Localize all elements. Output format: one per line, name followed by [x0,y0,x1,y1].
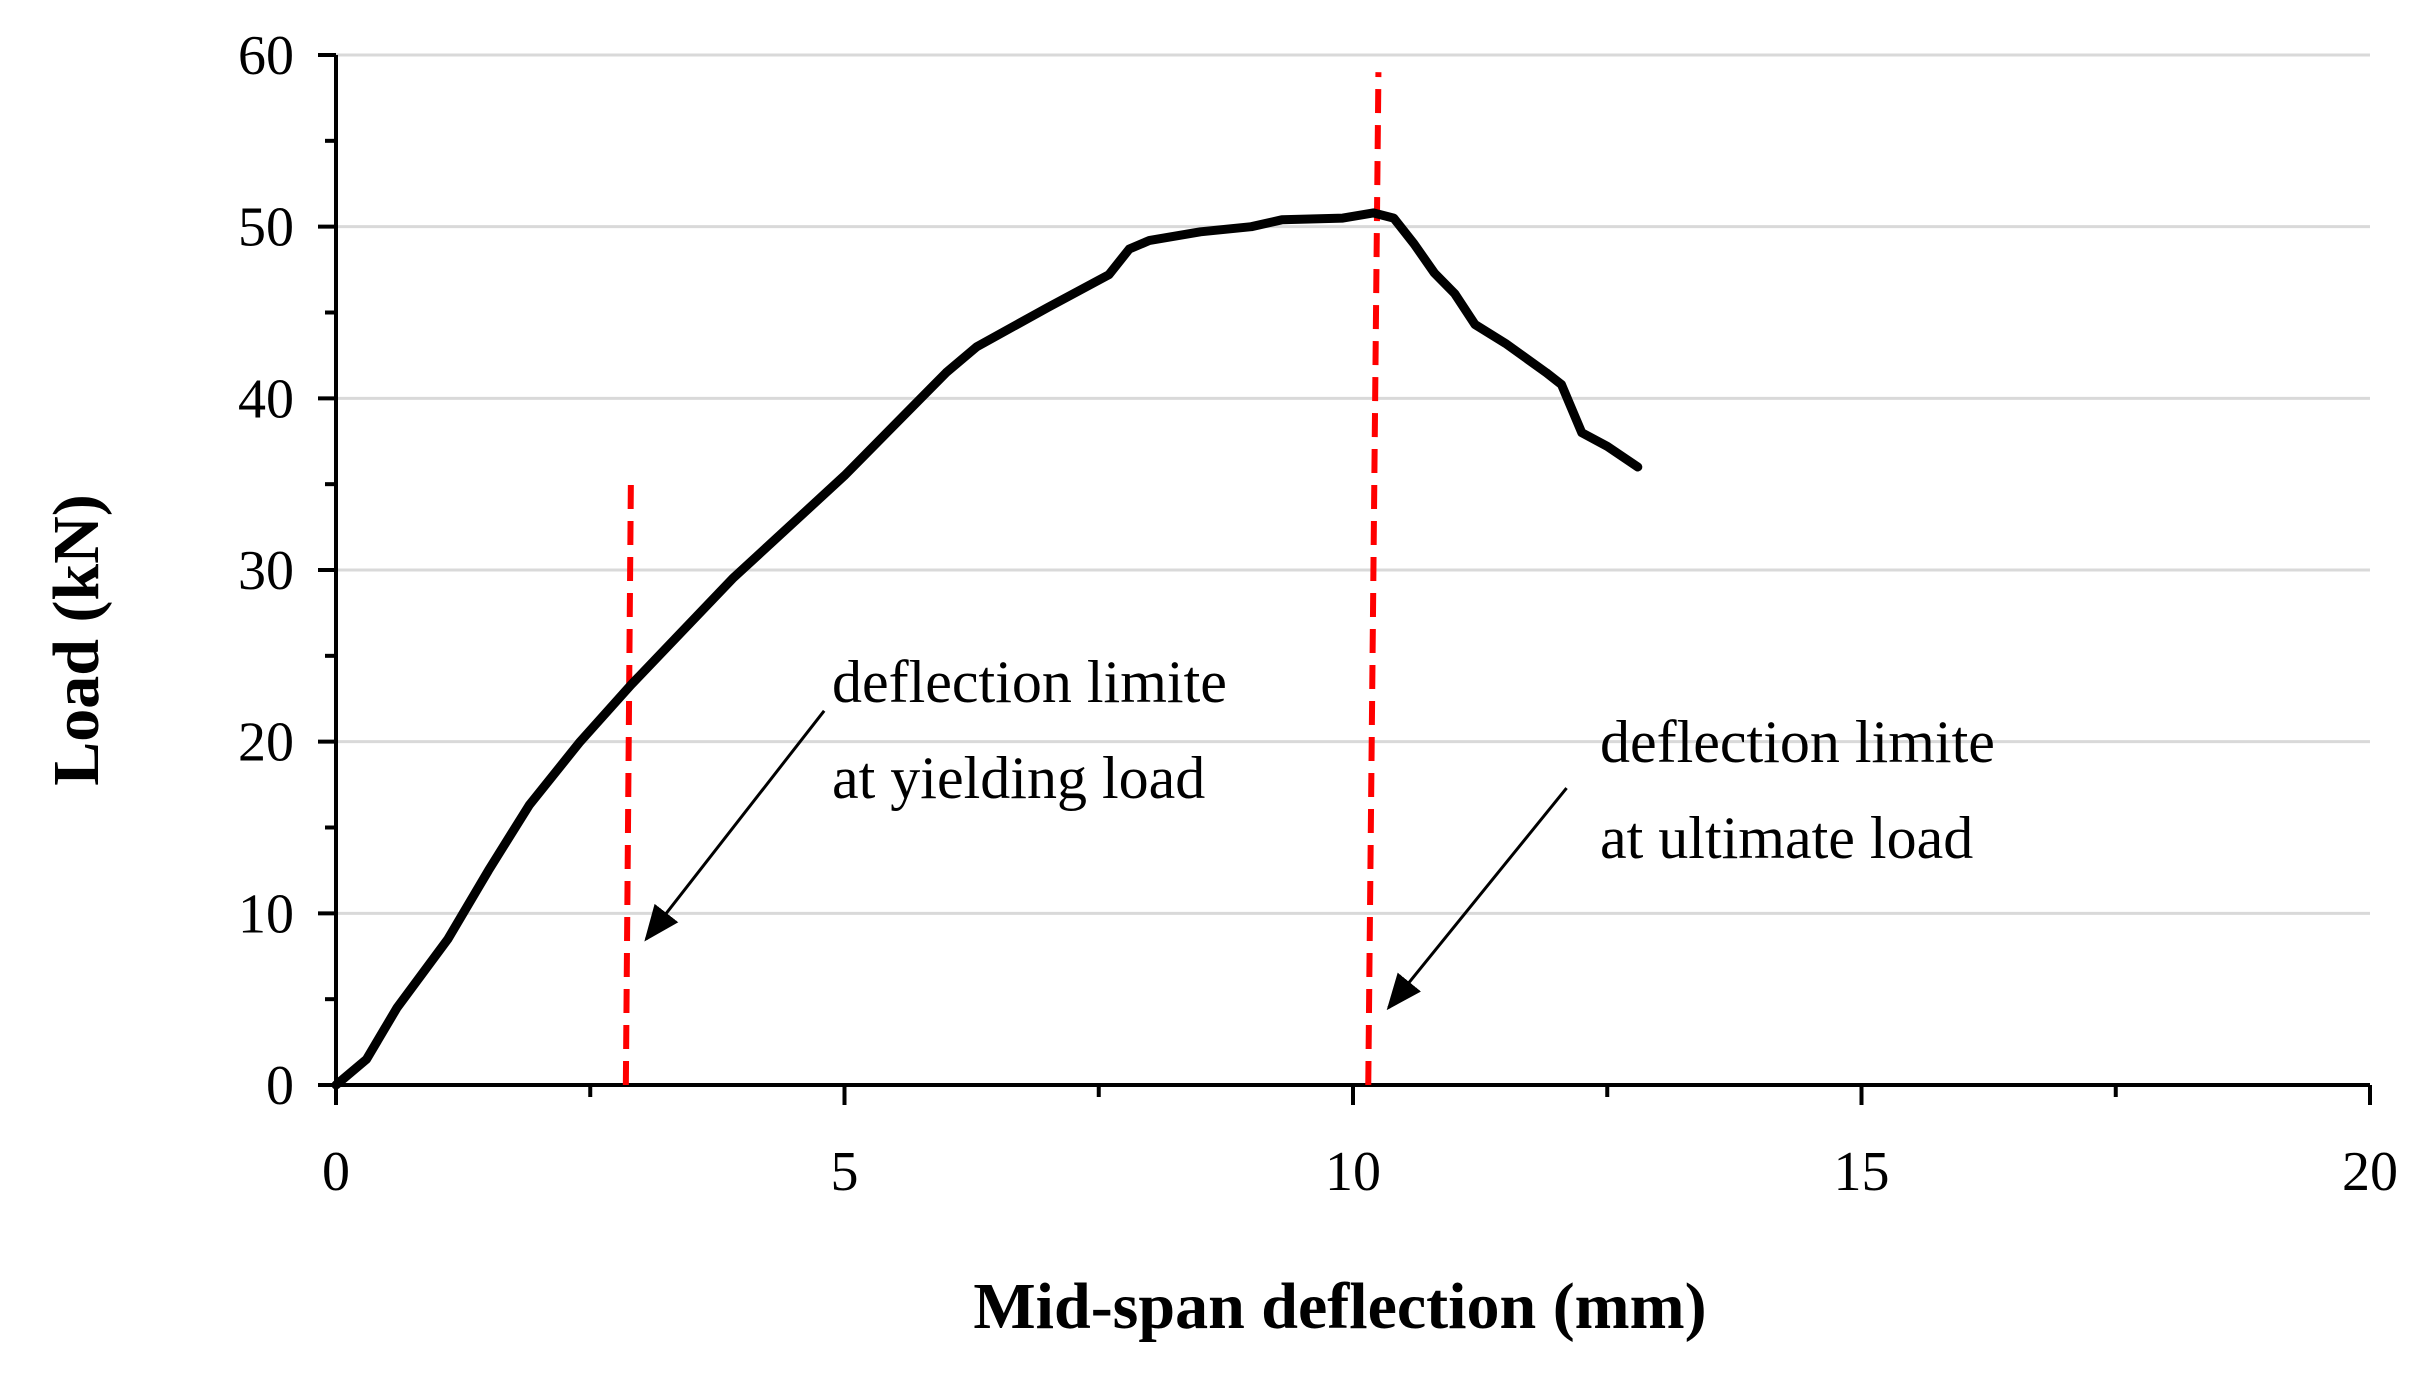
y-tick-label-40: 40 [238,368,294,430]
x-tick-label-5: 5 [831,1141,859,1203]
yield-annotation-text-1: at yielding load [832,745,1205,811]
ultimate-limit-line [1365,72,1382,1086]
x-tick-label-0: 0 [322,1141,350,1203]
y-tick-label-0: 0 [266,1055,294,1117]
series-group [331,208,1643,1090]
series-line-0 [331,208,1643,1090]
ultimate-annotation-text-0: deflection limite [1600,709,1995,775]
y-tick-label-60: 60 [238,25,294,87]
ultimate-annotation-arrow [1386,787,1568,1011]
tick-labels: 0 10 20 30 40 50 60 0 5 10 15 20 [238,25,2398,1203]
y-tick-label-10: 10 [238,883,294,945]
x-tick-label-20: 20 [2342,1141,2398,1203]
x-tick-label-10: 10 [1325,1141,1381,1203]
yield-annotation-arrow [644,709,826,942]
x-axis-title: Mid-span deflection (mm) [973,1270,1706,1343]
limit-lines [622,72,1382,1086]
y-axis-title: Load (kN) [40,494,113,786]
x-tick-label-15: 15 [1834,1141,1890,1203]
yield-annotation-text-0: deflection limite [832,649,1227,715]
y-tick-label-50: 50 [238,197,294,259]
y-tick-label-30: 30 [238,540,294,602]
yield-limit-line [622,475,634,1086]
annotations: deflection limite at yielding load deflect… [644,649,1995,1011]
y-tick-label-20: 20 [238,712,294,774]
axes [318,53,2372,1105]
gridlines [336,53,2370,915]
ultimate-annotation-text-1: at ultimate load [1600,805,1973,871]
